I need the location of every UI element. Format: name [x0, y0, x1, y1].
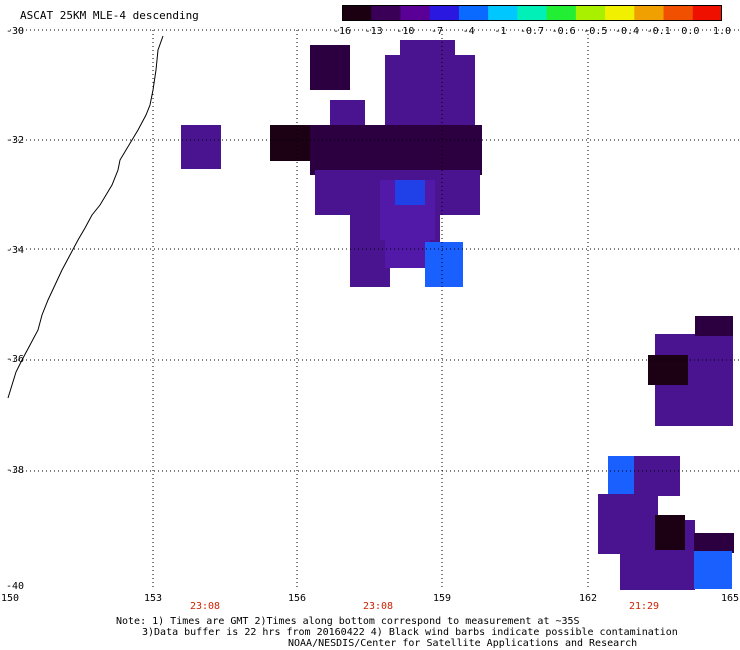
wind-cell — [385, 240, 430, 268]
colorbar-segment — [458, 5, 489, 21]
note-line-1: Note: 1) Times are GMT 2)Times along bot… — [116, 616, 580, 627]
lon-label-159: 159 — [432, 593, 452, 604]
colorbar-label: -0.6 — [551, 26, 576, 37]
colorbar-label: -7 — [430, 26, 444, 37]
colorbar-label: 0.0 — [681, 26, 700, 37]
colorbar-segment — [575, 5, 606, 21]
wind-cell — [400, 40, 455, 55]
lon-label-162: 162 — [578, 593, 598, 604]
colorbar-label: -0.1 — [646, 26, 671, 37]
lat-label-34: -34 — [6, 245, 25, 256]
time-label-2: 23:08 — [362, 601, 394, 612]
wind-cell — [694, 551, 732, 589]
wind-cell — [310, 125, 482, 175]
lon-label-156: 156 — [287, 593, 307, 604]
colorbar-segment — [429, 5, 460, 21]
map-title: ASCAT 25KM MLE-4 descending — [20, 9, 199, 22]
colorbar-label: 1.0 — [712, 26, 732, 37]
colorbar-segment — [371, 5, 401, 21]
colorbar-segment — [692, 5, 722, 21]
lat-label-38: -38 — [6, 465, 25, 476]
wind-cell — [425, 242, 463, 287]
wind-cell — [695, 316, 733, 336]
lon-label-165: 165 — [720, 593, 740, 604]
lat-label-30: -30 — [6, 26, 25, 37]
wind-cell — [310, 45, 350, 90]
wind-cell — [181, 125, 221, 169]
colorbar-label: -4 — [462, 26, 475, 37]
wind-cell — [608, 456, 634, 496]
wind-cell — [395, 180, 425, 205]
note-line-3: NOAA/NESDIS/Center for Satellite Applica… — [288, 638, 638, 649]
graticule — [10, 29, 740, 588]
colorbar-segment — [663, 5, 694, 21]
lon-label-153: 153 — [143, 593, 163, 604]
colorbar-segment — [605, 5, 635, 21]
coastline — [7, 35, 164, 399]
colorbar-segment — [634, 5, 665, 21]
time-label-3: 21:29 — [628, 601, 660, 612]
data-swaths — [181, 40, 734, 590]
note-line-2: 3)Data buffer is 22 hrs from 20160422 4)… — [142, 627, 678, 638]
lon-label-150: 150 — [0, 593, 20, 604]
wind-cell — [385, 55, 475, 125]
wind-cell — [655, 515, 685, 550]
colorbar-segment — [517, 5, 548, 21]
time-label-1: 23:08 — [189, 601, 221, 612]
wind-cell — [694, 533, 734, 553]
colorbar-label: -10 — [396, 26, 415, 37]
colorbar-segment — [546, 5, 577, 21]
colorbar-label: -0.7 — [519, 26, 545, 37]
wind-cell — [270, 125, 312, 161]
colorbar-label: -0.4 — [614, 26, 640, 37]
lat-label-36: -36 — [6, 354, 25, 365]
colorbar-labels: -16 -13 -10 -7 -4 -1 -0.7 -0.6 -0.5 -0.4 -0.1 0.0 1.… — [333, 26, 732, 38]
lat-label-32: -32 — [6, 135, 25, 146]
colorbar-segment — [488, 5, 518, 21]
colorbar-segment — [342, 5, 372, 21]
lat-label-40: -40 — [6, 581, 25, 592]
colorbar-label: -0.5 — [583, 26, 608, 37]
wind-cell — [350, 240, 390, 287]
wind-cell — [330, 100, 365, 125]
colorbar — [342, 5, 722, 21]
colorbar-label: -13 — [364, 26, 383, 37]
colorbar-segment — [400, 5, 431, 21]
colorbar-label: -16 — [332, 26, 352, 37]
colorbar-label: -1 — [494, 26, 507, 37]
